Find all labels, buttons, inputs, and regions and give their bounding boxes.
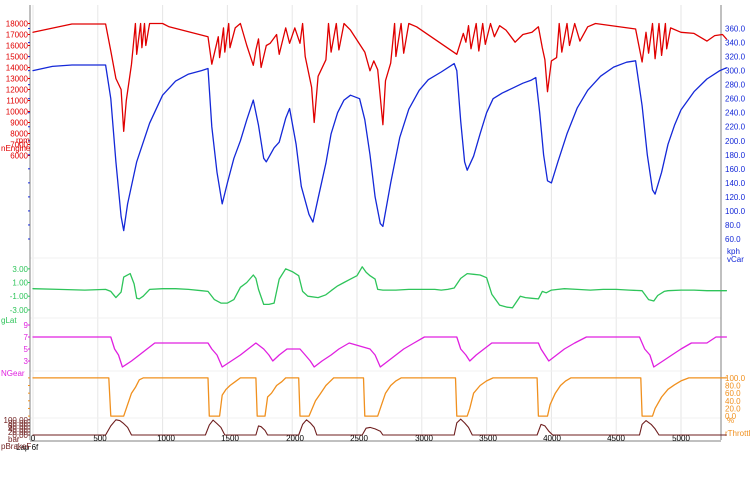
x-tick-label: 5000: [672, 434, 690, 443]
rthrottle-tick-label: 100.0: [725, 374, 746, 383]
vcar-tick-label: 100.0: [725, 207, 746, 216]
vcar-tick-label: 220.0: [725, 123, 746, 132]
glat-tick-label: 3.00: [12, 265, 28, 274]
pbrakef-tick-label: 80.00: [8, 419, 29, 428]
nengine-unit-label: rpm: [16, 136, 30, 145]
pbrakef-tick-label: 100.00: [4, 416, 29, 425]
y-axes: 6000700080009000100001100012000130001400…: [4, 20, 746, 441]
nengine-tick-label: 17000: [6, 31, 29, 40]
glat-channel-label: gLat: [1, 316, 17, 325]
pbrakef-tick-label: 0.00: [12, 431, 28, 440]
glat-tick-label: -1.00: [10, 292, 29, 301]
vcar-channel-label: vCar: [727, 255, 744, 264]
vcar-tick-label: 300.0: [725, 67, 746, 76]
rthrottle-tick-label: 60.0: [725, 389, 741, 398]
ngear-tick-label: 5: [24, 345, 29, 354]
rthrottle-tick-label: 40.0: [725, 397, 741, 406]
rthrottle-trace: [32, 377, 728, 417]
x-axis: 0 500 1000 1500 2000 2500 3000 3500 4000…: [16, 434, 690, 452]
x-tick-label: 2500: [350, 434, 368, 443]
vcar-tick-label: 360.0: [725, 25, 746, 34]
nengine-tick-label: 7000: [10, 141, 28, 150]
pbrakef-trace: [32, 418, 727, 436]
vcar-tick-label: 200.0: [725, 137, 746, 146]
nengine-tick-label: 13000: [6, 75, 29, 84]
ngear-trace: [32, 336, 728, 368]
vcar-tick-label: 80.0: [725, 221, 741, 230]
channel-labels: rpm nEngine kph vCar gLat NGear % rThrot…: [1, 136, 750, 451]
rthrottle-tick-label: 0.0: [725, 412, 737, 421]
vcar-tick-label: 340.0: [725, 39, 746, 48]
vcar-trace: [32, 60, 728, 232]
vertical-gridlines: [30, 5, 721, 440]
vcar-tick-label: 60.0: [725, 235, 741, 244]
nengine-trace: [32, 22, 728, 132]
ngear-channel-label: NGear: [1, 369, 25, 378]
x-tick-label: 4000: [543, 434, 561, 443]
vcar-tick-label: 140.0: [725, 179, 746, 188]
nengine-tick-label: 15000: [6, 53, 29, 62]
glat-trace: [32, 266, 728, 309]
nengine-tick-label: 11000: [6, 97, 28, 106]
rthrottle-tick-label: 20.0: [725, 404, 741, 413]
pbrakef-tick-label: 60.00: [8, 422, 29, 431]
vcar-tick-label: 180.0: [725, 151, 746, 160]
vcar-tick-label: 240.0: [725, 109, 746, 118]
nengine-tick-label: 12000: [6, 86, 29, 95]
vcar-tick-label: 160.0: [725, 165, 746, 174]
ngear-tick-label: 9: [24, 321, 29, 330]
vcar-tick-label: 120.0: [725, 193, 746, 202]
lap-label: Lap 6f: [16, 443, 39, 452]
nengine-tick-label: 9000: [10, 119, 28, 128]
x-tick-label: 1000: [157, 434, 175, 443]
nengine-tick-label: 8000: [10, 130, 28, 139]
pbrakef-unit-label: bar: [8, 435, 20, 444]
x-tick-label: 500: [93, 434, 107, 443]
x-tick-label: 1500: [221, 434, 239, 443]
x-tick-label: 3500: [479, 434, 497, 443]
nengine-channel-label: nEngine: [1, 144, 31, 153]
vcar-unit-label: kph: [727, 247, 740, 256]
rthrottle-unit-label: %: [727, 416, 734, 425]
nengine-tick-label: 18000: [6, 20, 29, 29]
vcar-tick-label: 260.0: [725, 95, 746, 104]
pbrakef-channel-label: pBrakeF: [1, 442, 31, 451]
x-tick-label: 3000: [415, 434, 433, 443]
glat-tick-label: 1.00: [12, 279, 28, 288]
x-tick-label: 4500: [607, 434, 625, 443]
ngear-tick-label: 3: [24, 357, 29, 366]
rthrottle-tick-label: 80.0: [725, 382, 741, 391]
pbrakef-tick-label: 20.00: [8, 428, 29, 437]
glat-tick-label: -3.00: [10, 306, 29, 315]
nengine-tick-label: 14000: [6, 64, 29, 73]
x-tick-label: 0: [31, 434, 36, 443]
nengine-tick-label: 6000: [10, 152, 28, 161]
vcar-tick-label: 320.0: [725, 53, 746, 62]
nengine-tick-label: 10000: [6, 108, 29, 117]
ngear-tick-label: 7: [24, 333, 29, 342]
pbrakef-tick-label: 40.00: [8, 425, 29, 434]
rthrottle-channel-label: rThrottle: [725, 429, 750, 438]
nengine-tick-label: 16000: [6, 42, 29, 51]
channel-traces: [32, 22, 728, 436]
x-tick-label: 2000: [286, 434, 304, 443]
vcar-tick-label: 280.0: [725, 81, 746, 90]
